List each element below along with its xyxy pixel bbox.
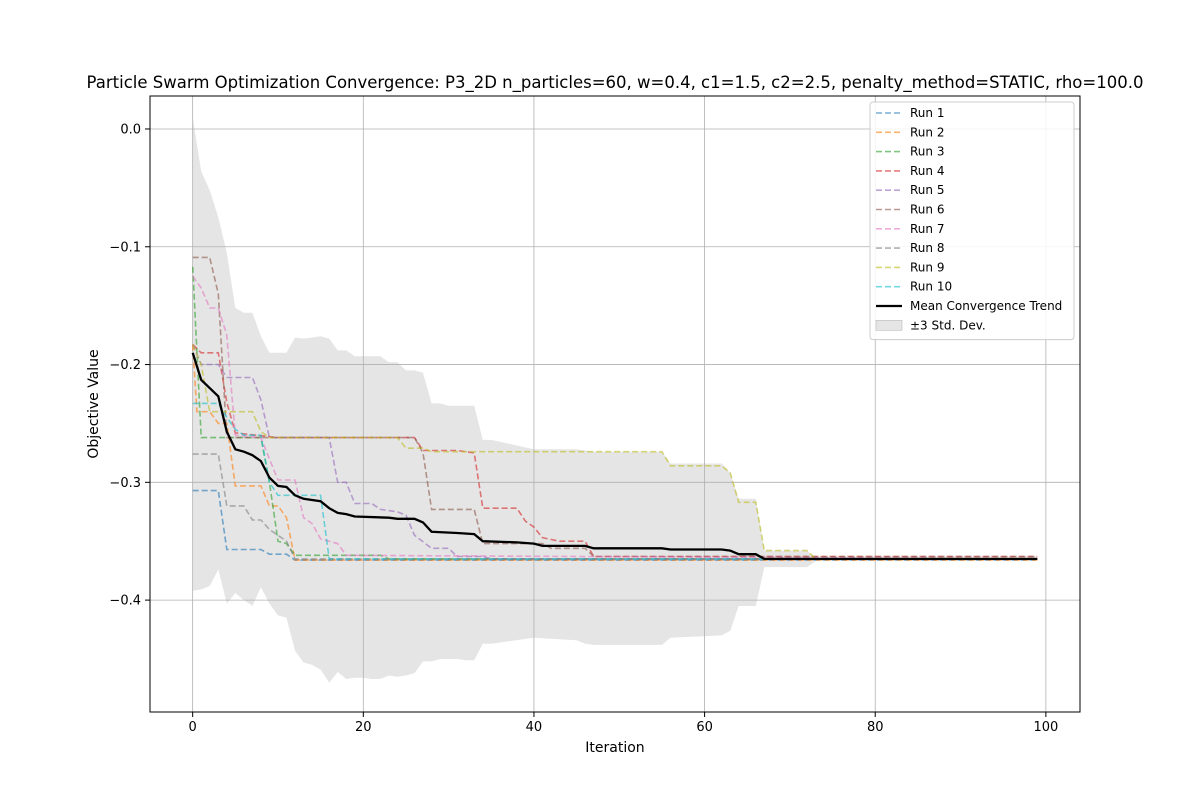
legend-label: Run 9 <box>910 260 944 274</box>
legend-label: Run 1 <box>910 106 944 120</box>
y-axis-label: Objective Value <box>86 349 102 458</box>
y-tick-label: −0.3 <box>109 476 141 491</box>
x-tick-label: 100 <box>1033 720 1058 735</box>
series-layer <box>191 256 1038 561</box>
legend-label: Run 8 <box>910 241 944 255</box>
legend-label: ±3 Std. Dev. <box>910 318 986 332</box>
plot-frame <box>149 95 1081 713</box>
x-tick-label: 60 <box>696 720 713 735</box>
std-band-layer <box>192 117 816 683</box>
legend-label: Run 5 <box>910 183 944 197</box>
y-tick-label: −0.1 <box>109 240 141 255</box>
series-line-run-1 <box>192 489 1038 561</box>
legend-box <box>869 101 1075 341</box>
x-tick-label: 80 <box>867 720 884 735</box>
legend-label: Run 4 <box>910 164 944 178</box>
series-line-run-6 <box>192 256 1038 558</box>
ticks-layer: 0 20 40 60 80 100 0.0 −0.1 −0.2 −0.3 −0.4 <box>109 122 1058 735</box>
legend-label: Run 6 <box>910 203 944 217</box>
legend-label: Run 3 <box>910 145 944 159</box>
legend-swatch <box>875 319 903 331</box>
x-axis-label: Iteration <box>585 740 644 756</box>
legend-label: Run 7 <box>910 222 944 236</box>
std-band <box>192 117 816 683</box>
chart-title: Particle Swarm Optimization Convergence:… <box>87 73 1144 93</box>
x-tick-label: 40 <box>526 720 543 735</box>
x-tick-label: 20 <box>355 720 372 735</box>
series-line-mean <box>191 352 1038 561</box>
legend: Run 1 Run 2 Run 3 Run 4 Run 5 Run 6 Run 7 Run 8… <box>869 101 1075 341</box>
y-tick-label: 0.0 <box>120 122 141 137</box>
legend-label: Run 10 <box>910 280 952 294</box>
y-tick-label: −0.2 <box>109 358 141 373</box>
series-line-run-2 <box>191 344 1038 561</box>
series-line-run-5 <box>191 344 1038 560</box>
series-line-run-8 <box>192 453 1038 560</box>
series-line-run-9 <box>191 344 1038 560</box>
x-tick-label: 0 <box>189 720 197 735</box>
legend-label: Run 2 <box>910 125 944 139</box>
series-line-run-4 <box>192 343 1038 558</box>
series-line-run-7 <box>192 275 1038 560</box>
legend-label: Mean Convergence Trend <box>910 299 1062 313</box>
y-tick-label: −0.4 <box>109 594 141 609</box>
series-line-run-10 <box>192 402 1038 560</box>
